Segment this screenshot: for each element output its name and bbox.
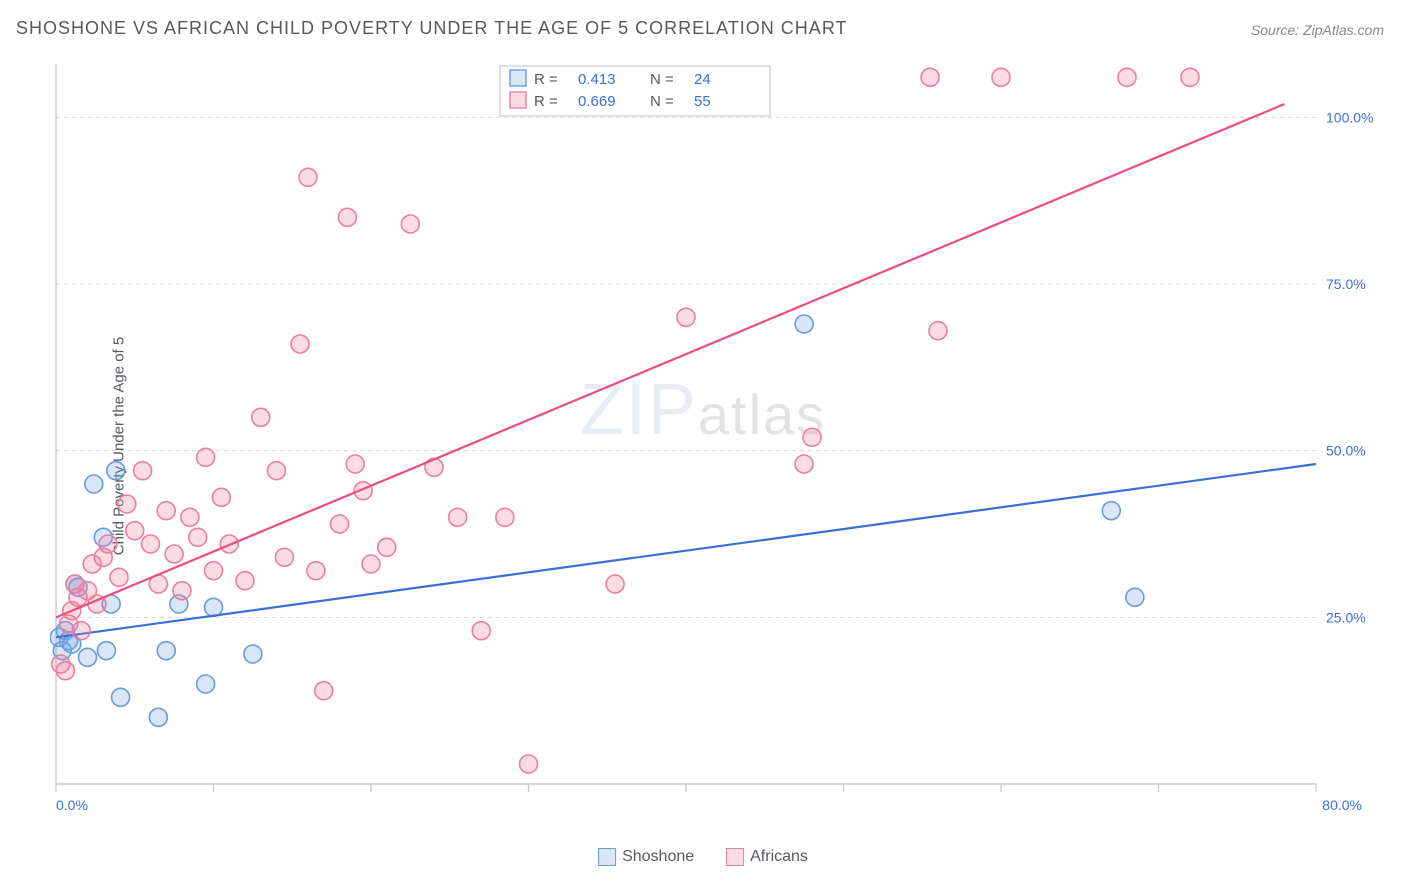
scatter-point-shoshone: [1102, 502, 1120, 520]
legend-item: Africans: [726, 848, 808, 866]
y-tick-label: 75.0%: [1326, 276, 1366, 292]
legend-r-value: 0.669: [578, 93, 616, 110]
scatter-point-shoshone: [197, 675, 215, 693]
scatter-point-africans: [803, 428, 821, 446]
legend-label: Africans: [750, 848, 808, 865]
bottom-legend: Shoshone Africans: [598, 848, 808, 866]
legend-swatch: [598, 848, 616, 866]
scatter-point-africans: [118, 495, 136, 513]
scatter-point-shoshone: [112, 688, 130, 706]
x-origin-label: 0.0%: [56, 797, 88, 813]
legend-swatch: [510, 70, 526, 86]
scatter-point-africans: [362, 555, 380, 573]
scatter-point-shoshone: [157, 642, 175, 660]
scatter-point-shoshone: [85, 475, 103, 493]
scatter-point-africans: [197, 448, 215, 466]
scatter-point-africans: [165, 545, 183, 563]
legend-r-value: 0.413: [578, 71, 616, 88]
chart-title: SHOSHONE VS AFRICAN CHILD POVERTY UNDER …: [16, 18, 847, 39]
scatter-point-africans: [205, 562, 223, 580]
scatter-point-africans: [338, 208, 356, 226]
scatter-point-africans: [346, 455, 364, 473]
legend-swatch: [726, 848, 744, 866]
scatter-point-africans: [401, 215, 419, 233]
legend-n-value: 55: [694, 93, 711, 110]
scatter-point-africans: [520, 755, 538, 773]
scatter-point-africans: [299, 168, 317, 186]
scatter-point-africans: [236, 572, 254, 590]
legend-r-label: R =: [534, 93, 558, 110]
scatter-point-shoshone: [1126, 588, 1144, 606]
y-tick-label: 50.0%: [1326, 443, 1366, 459]
scatter-point-africans: [126, 522, 144, 540]
legend-item: Shoshone: [598, 848, 694, 866]
scatter-point-africans: [110, 568, 128, 586]
y-tick-label: 100.0%: [1326, 109, 1373, 125]
scatter-point-africans: [268, 462, 286, 480]
scatter-point-africans: [929, 322, 947, 340]
scatter-point-africans: [189, 528, 207, 546]
scatter-point-africans: [1181, 68, 1199, 86]
scatter-point-africans: [992, 68, 1010, 86]
scatter-point-africans: [496, 508, 514, 526]
scatter-point-africans: [275, 548, 293, 566]
scatter-point-africans: [472, 622, 490, 640]
scatter-point-africans: [378, 538, 396, 556]
scatter-point-africans: [142, 535, 160, 553]
scatter-point-africans: [795, 455, 813, 473]
scatter-point-africans: [212, 488, 230, 506]
scatter-point-africans: [56, 662, 74, 680]
scatter-point-africans: [921, 68, 939, 86]
scatter-point-africans: [134, 462, 152, 480]
trend-line-africans: [56, 104, 1285, 617]
trend-line-shoshone: [56, 464, 1316, 637]
scatter-point-shoshone: [79, 648, 97, 666]
scatter-point-africans: [181, 508, 199, 526]
legend-n-value: 24: [694, 71, 711, 88]
scatter-point-africans: [677, 308, 695, 326]
y-tick-label: 25.0%: [1326, 609, 1366, 625]
source-attribution: Source: ZipAtlas.com: [1251, 22, 1384, 38]
scatter-point-africans: [252, 408, 270, 426]
scatter-point-africans: [331, 515, 349, 533]
scatter-point-shoshone: [149, 708, 167, 726]
legend-label: Shoshone: [622, 848, 694, 865]
legend-swatch: [510, 92, 526, 108]
legend-r-label: R =: [534, 71, 558, 88]
x-max-label: 80.0%: [1322, 797, 1362, 813]
legend-n-label: N =: [650, 93, 674, 110]
scatter-point-africans: [72, 622, 90, 640]
scatter-point-shoshone: [795, 315, 813, 333]
scatter-point-africans: [449, 508, 467, 526]
scatter-point-africans: [173, 582, 191, 600]
scatter-point-shoshone: [205, 598, 223, 616]
legend-n-label: N =: [650, 71, 674, 88]
chart-svg: 25.0% 50.0% 75.0% 100.0% 0.0% 80.0% R = 0.413 N …: [50, 58, 1380, 828]
scatter-point-shoshone: [97, 642, 115, 660]
scatter-point-shoshone: [244, 645, 262, 663]
scatter-point-africans: [291, 335, 309, 353]
scatter-point-africans: [315, 682, 333, 700]
scatter-point-africans: [99, 535, 117, 553]
scatter-point-africans: [157, 502, 175, 520]
scatter-plot: 25.0% 50.0% 75.0% 100.0% 0.0% 80.0% R = 0.413 N …: [50, 58, 1380, 828]
scatter-point-africans: [606, 575, 624, 593]
scatter-point-shoshone: [107, 462, 125, 480]
scatter-point-africans: [1118, 68, 1136, 86]
scatter-point-africans: [307, 562, 325, 580]
